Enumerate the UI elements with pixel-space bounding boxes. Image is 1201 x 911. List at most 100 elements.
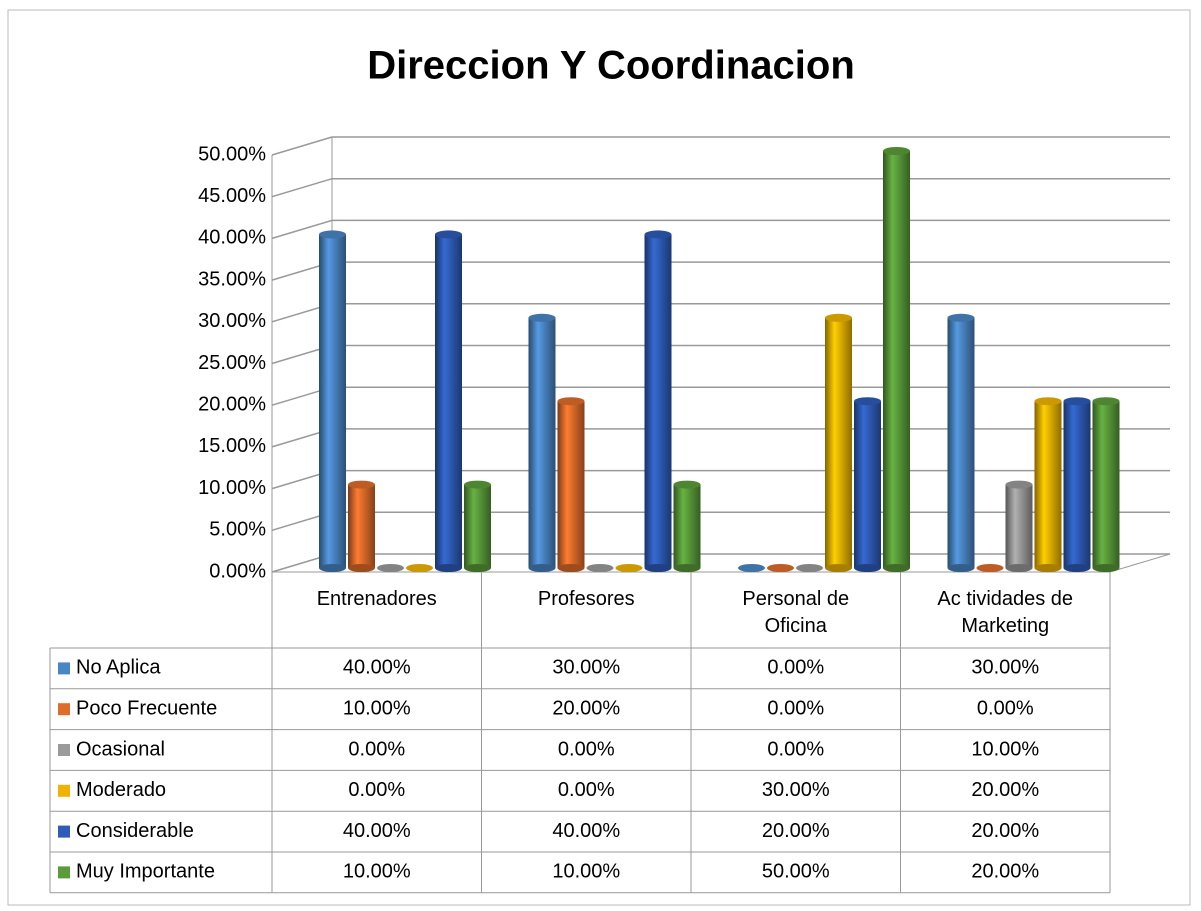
category-label: Profesores	[537, 588, 635, 610]
bar-base	[464, 564, 491, 572]
bar-top	[435, 230, 462, 239]
table-cell: 20.00%	[971, 820, 1039, 842]
bar-body	[348, 484, 375, 568]
bar-body	[528, 317, 556, 568]
table-cell: 0.00%	[558, 779, 615, 801]
bar	[1092, 397, 1120, 572]
bar-top	[825, 313, 852, 322]
legend-swatch	[58, 784, 70, 797]
y-tick-label: 10.00%	[198, 477, 266, 499]
bar-body	[825, 317, 852, 568]
bar-top	[738, 564, 765, 572]
table-cell: 40.00%	[343, 657, 411, 679]
table-cell: 30.00%	[762, 779, 830, 801]
bar-top	[319, 230, 346, 239]
bar-base	[947, 564, 975, 572]
bar	[796, 564, 823, 572]
bar	[528, 313, 556, 572]
bar-base	[1092, 564, 1120, 572]
bar-body	[947, 317, 975, 568]
table-cell: 0.00%	[977, 697, 1034, 719]
bar-body	[883, 151, 910, 568]
bar-body	[644, 234, 672, 568]
table-cell: 10.00%	[343, 697, 411, 719]
bar	[854, 397, 881, 572]
y-tick-label: 25.00%	[198, 352, 266, 374]
chart-title: Direccion Y Coordinacion	[367, 44, 855, 88]
legend-swatch	[58, 825, 70, 838]
bar-top	[883, 147, 910, 155]
bar	[586, 564, 614, 572]
table-cell: 10.00%	[971, 738, 1039, 760]
bar-base	[528, 564, 556, 572]
bar-top	[673, 480, 701, 489]
bar-base	[319, 564, 346, 572]
table-cell: 10.00%	[343, 861, 411, 883]
bar	[767, 564, 794, 572]
bar-body	[673, 484, 701, 568]
bar-base	[854, 564, 881, 572]
y-tick-label: 35.00%	[198, 268, 266, 290]
bar	[406, 564, 433, 572]
bar-top	[1005, 480, 1033, 489]
bar-top	[976, 564, 1004, 572]
table-cell: 20.00%	[552, 697, 620, 719]
bar-body	[435, 234, 462, 568]
legend-swatch	[58, 866, 70, 879]
bar	[883, 147, 910, 572]
bar	[644, 230, 672, 572]
y-tick-label: 15.00%	[198, 435, 266, 457]
bar-top	[796, 564, 823, 572]
bar-base	[435, 564, 462, 572]
table-cell: 0.00%	[767, 657, 824, 679]
bar-base	[825, 564, 852, 572]
bar-top	[1034, 397, 1062, 406]
category-label: Personal de Oficina	[742, 588, 850, 637]
bar	[1063, 397, 1091, 572]
category-label: Entrenadores	[316, 588, 437, 610]
bar-base	[1034, 564, 1062, 572]
legend-label: Moderado	[76, 779, 166, 801]
bar-top	[464, 480, 491, 489]
bar-body	[557, 401, 585, 568]
bar-top	[947, 313, 975, 322]
bar	[435, 230, 462, 572]
bar-body	[1092, 401, 1120, 568]
bar	[738, 564, 765, 572]
bar-body	[1005, 484, 1033, 568]
bar	[319, 230, 346, 572]
bar-body	[854, 401, 881, 568]
bar-base	[644, 564, 672, 572]
bar-top	[406, 564, 433, 572]
chart-frame	[7, 9, 1191, 906]
bar-body	[1034, 401, 1062, 568]
table-cell: 0.00%	[767, 697, 824, 719]
bar	[615, 564, 643, 572]
legend-swatch	[58, 744, 70, 756]
table-cell: 40.00%	[343, 820, 411, 842]
table-cell: 30.00%	[971, 657, 1039, 679]
y-tick-label: 50.00%	[198, 143, 266, 165]
bar-body	[464, 484, 491, 568]
bar-top	[1092, 397, 1120, 406]
bar-top	[615, 564, 643, 572]
bar	[976, 564, 1004, 572]
bar-top	[528, 313, 556, 322]
legend-swatch	[58, 703, 70, 716]
legend-label: Considerable	[76, 820, 194, 842]
bar-base	[883, 564, 910, 572]
table-cell: 40.00%	[552, 820, 620, 842]
bar-body	[1063, 401, 1091, 568]
category-label: Ac tividades de Marketing	[937, 588, 1074, 637]
table-cell: 30.00%	[552, 657, 620, 679]
table-cell: 0.00%	[348, 738, 405, 760]
bar	[825, 313, 852, 572]
bar-body	[319, 234, 346, 568]
bar-top	[348, 480, 375, 489]
bar	[673, 480, 701, 572]
bar-top	[644, 230, 672, 239]
y-tick-label: 20.00%	[198, 393, 266, 415]
bar-base	[557, 564, 585, 572]
